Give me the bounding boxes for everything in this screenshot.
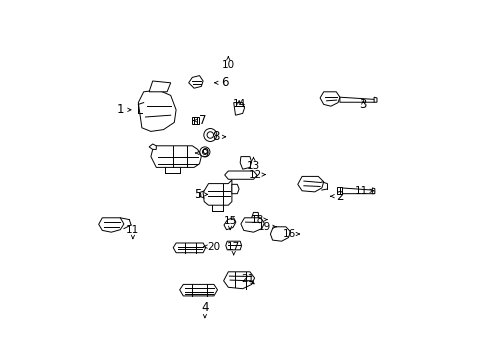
Polygon shape [297, 176, 323, 192]
Text: 7: 7 [193, 114, 206, 127]
Text: 21: 21 [241, 274, 254, 284]
Text: 4: 4 [201, 301, 208, 318]
Text: 18: 18 [250, 215, 266, 225]
Polygon shape [192, 117, 199, 124]
Polygon shape [341, 188, 374, 194]
Polygon shape [240, 157, 251, 169]
Polygon shape [149, 81, 170, 92]
Polygon shape [337, 187, 341, 194]
Text: 13: 13 [246, 157, 260, 171]
Text: 5: 5 [194, 188, 207, 201]
Text: 8: 8 [212, 130, 225, 143]
Polygon shape [320, 92, 339, 106]
Text: 11: 11 [126, 225, 139, 239]
Polygon shape [188, 76, 203, 88]
Polygon shape [241, 218, 264, 232]
Polygon shape [250, 212, 258, 225]
Text: 12: 12 [248, 170, 264, 180]
Circle shape [200, 147, 209, 157]
Text: 20: 20 [203, 242, 220, 252]
Polygon shape [270, 227, 290, 241]
Polygon shape [371, 188, 374, 194]
Text: 11: 11 [354, 186, 373, 196]
Polygon shape [233, 103, 244, 115]
Text: 6: 6 [214, 76, 228, 89]
Polygon shape [223, 272, 254, 289]
Text: 10: 10 [221, 57, 234, 70]
Polygon shape [224, 171, 257, 179]
Polygon shape [231, 184, 239, 194]
Polygon shape [173, 243, 205, 253]
Text: 2: 2 [330, 190, 343, 203]
Polygon shape [203, 180, 231, 205]
Text: 16: 16 [282, 229, 299, 239]
Polygon shape [225, 241, 241, 250]
Polygon shape [224, 218, 235, 230]
Circle shape [203, 129, 216, 141]
Polygon shape [151, 146, 201, 167]
Text: 17: 17 [226, 242, 240, 255]
Polygon shape [179, 284, 217, 296]
Circle shape [206, 132, 213, 138]
Polygon shape [99, 218, 123, 232]
Text: 19: 19 [257, 222, 276, 232]
Text: 1: 1 [116, 103, 131, 116]
Text: 15: 15 [223, 216, 236, 230]
Circle shape [202, 149, 207, 154]
Polygon shape [149, 144, 156, 149]
Text: 3: 3 [359, 98, 366, 111]
Text: 9: 9 [195, 147, 208, 159]
Polygon shape [373, 97, 376, 102]
Polygon shape [138, 90, 176, 131]
Text: 14: 14 [232, 99, 245, 109]
Polygon shape [339, 97, 375, 102]
